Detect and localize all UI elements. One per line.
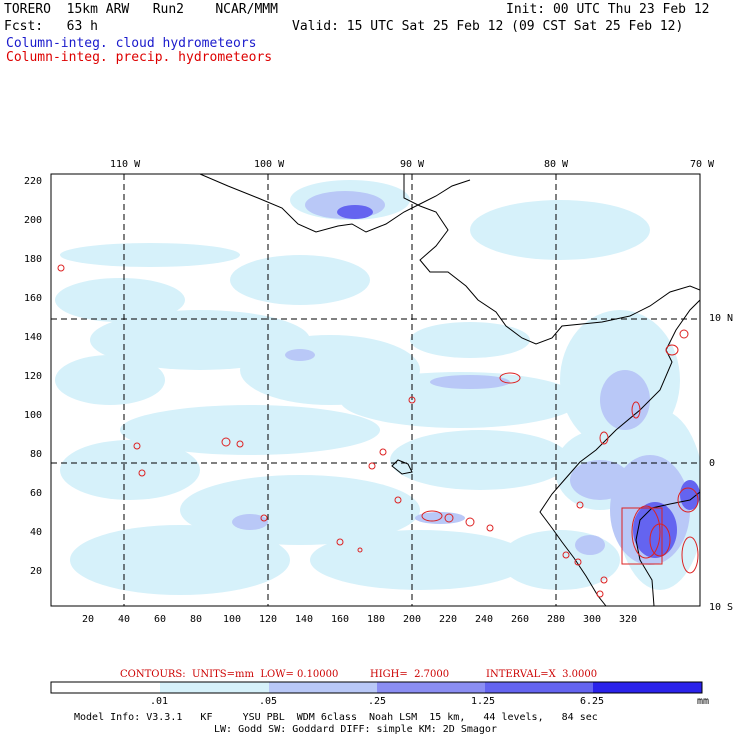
field-cloud-label: Column-integ. cloud hydrometeors [6,36,257,51]
lon-label-90w: 90 W [400,159,425,170]
y-tick: 60 [30,488,43,499]
y-tick: 40 [30,527,43,538]
valid-time: Valid: 15 UTC Sat 25 Feb 12 (09 CST Sat … [292,19,684,34]
x-tick: 280 [547,614,566,625]
x-tick: 40 [118,614,131,625]
y-tick: 80 [30,449,43,460]
x-tick: 80 [190,614,203,625]
x-tick: 200 [403,614,422,625]
x-tick: 240 [475,614,494,625]
x-tick: 180 [367,614,386,625]
colorbar-unit: mm [697,696,710,707]
contour-caption-interval: INTERVAL=X 3.0000 [486,669,598,680]
y-tick: 180 [24,254,43,265]
lon-label-80w: 80 W [544,159,569,170]
colorbar [50,681,703,694]
x-tick: 160 [331,614,350,625]
lon-label-100w: 100 W [254,159,285,170]
init-time: Init: 00 UTC Thu 23 Feb 12 [506,2,710,17]
lat-label-10s: 10 S [709,602,734,613]
colorbar-level: 1.25 [471,696,496,707]
lat-label-10n: 10 N [709,313,734,324]
x-tick: 100 [223,614,242,625]
colorbar-level: .05 [259,696,278,707]
x-tick: 140 [295,614,314,625]
model-title: TORERO 15km ARW Run2 NCAR/MMM [4,2,278,17]
lon-label-70w: 70 W [690,159,715,170]
colorbar-level: .25 [368,696,387,707]
contour-caption-high: HIGH= 2.7000 [370,669,450,680]
hydrometeor-field [51,174,700,606]
y-tick: 200 [24,215,43,226]
y-tick: 20 [30,566,43,577]
x-tick: 260 [511,614,530,625]
y-tick: 160 [24,293,43,304]
x-tick: 20 [82,614,95,625]
contour-caption-units: CONTOURS: UNITS=mm LOW= 0.10000 [120,669,339,680]
x-tick: 220 [439,614,458,625]
lon-label-110w: 110 W [110,159,141,170]
lat-label-0: 0 [709,458,716,469]
y-tick: 220 [24,176,43,187]
x-tick: 120 [259,614,278,625]
x-tick: 60 [154,614,167,625]
colorbar-level: 6.25 [580,696,605,707]
y-tick: 100 [24,410,43,421]
x-tick: 320 [619,614,638,625]
field-precip-label: Column-integ. precip. hydrometeors [6,50,273,65]
model-info: Model Info: V3.3.1 KF YSU PBL WDM 6class… [74,712,598,723]
plot-frame [50,173,701,607]
colorbar-level: .01 [150,696,169,707]
model-physics: LW: Godd SW: Goddard DIFF: simple KM: 2D… [214,724,497,735]
coastline [199,174,700,606]
precip-contours [57,264,699,598]
x-tick: 300 [583,614,602,625]
y-tick: 120 [24,371,43,382]
y-tick: 140 [24,332,43,343]
forecast-hour: Fcst: 63 h [4,19,98,34]
